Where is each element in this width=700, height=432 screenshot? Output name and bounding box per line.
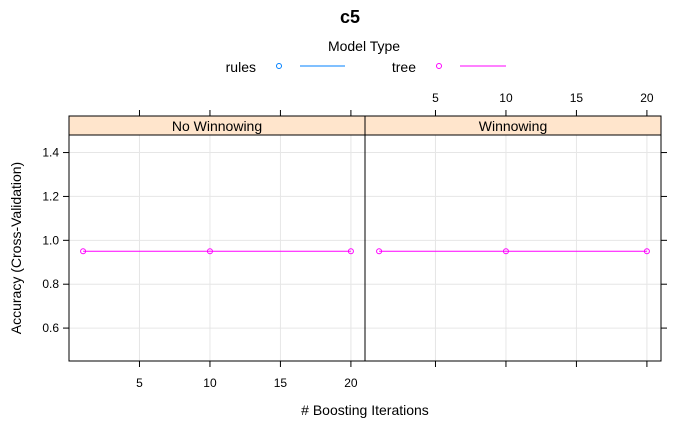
panel-frames (68, 115, 662, 362)
data-point-tree (347, 248, 354, 255)
x-tick-label: 5 (136, 376, 143, 390)
series (80, 248, 650, 255)
x-axis-title: # Boosting Iterations (301, 402, 429, 418)
panel-strip-label: No Winnowing (172, 118, 262, 134)
y-tick-label: 1.0 (42, 233, 59, 247)
x-tick-label: 20 (344, 376, 358, 390)
chart-title: c5 (340, 7, 360, 27)
data-point-tree (643, 248, 650, 255)
x-tick-label-top: 15 (570, 91, 584, 105)
legend-label-rules: rules (226, 59, 256, 75)
y-tick-label: 1.2 (42, 189, 59, 203)
data-point-tree (80, 248, 87, 255)
panel-frame (364, 115, 662, 362)
legend-title: Model Type (328, 38, 400, 54)
x-tick-label: 10 (203, 376, 217, 390)
legend-marker-rules (276, 63, 282, 69)
axes: 5 5 10 10 15 15 20 20 0.6 0.8 1.0 1.2 1.4 (42, 91, 667, 390)
x-tick-label: 15 (274, 376, 288, 390)
grid-lines (69, 135, 661, 361)
x-tick-label-top: 20 (640, 91, 654, 105)
y-tick-label: 0.6 (42, 321, 59, 335)
data-point-tree (376, 248, 383, 255)
legend: Model Type rules tree (226, 38, 506, 75)
y-tick-label: 1.4 (42, 146, 59, 160)
data-point-tree (502, 248, 509, 255)
y-axis-title: Accuracy (Cross-Validation) (8, 162, 24, 334)
x-tick-label-top: 10 (499, 91, 513, 105)
legend-marker-tree (436, 63, 442, 69)
legend-label-tree: tree (392, 59, 416, 75)
y-tick-label: 0.8 (42, 277, 59, 291)
data-point-tree (206, 248, 213, 255)
panel-strips: No Winnowing Winnowing (68, 115, 662, 136)
x-tick-label-top: 5 (432, 91, 439, 105)
panel-strip-label: Winnowing (479, 118, 547, 134)
